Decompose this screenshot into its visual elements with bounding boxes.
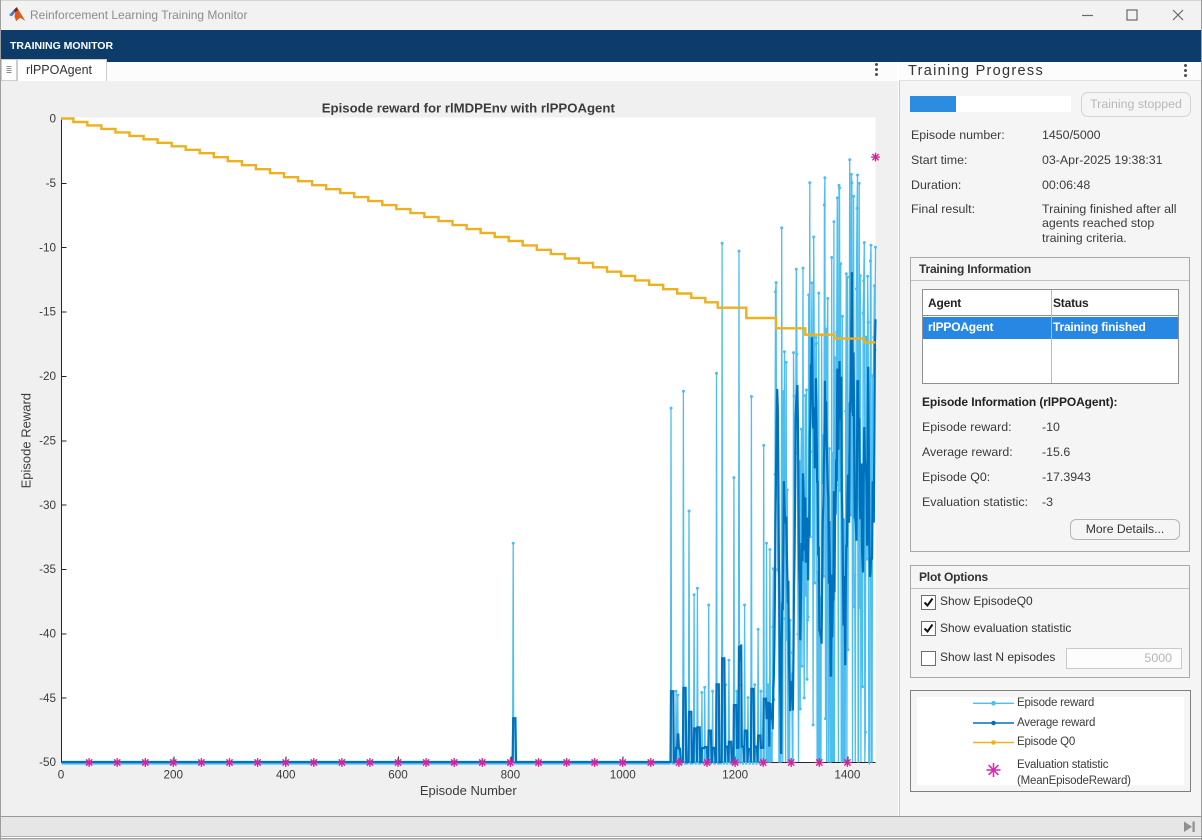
svg-text:-35: -35: [39, 563, 56, 576]
svg-text:400: 400: [276, 769, 296, 782]
svg-text:-25: -25: [39, 434, 56, 447]
svg-text:-20: -20: [39, 370, 56, 383]
svg-text:800: 800: [501, 769, 521, 782]
svg-text:-5: -5: [46, 177, 57, 190]
svg-text:Episode reward for rlMDPEnv wi: Episode reward for rlMDPEnv with rlPPOAg…: [322, 101, 616, 116]
svg-text:1000: 1000: [610, 769, 637, 782]
svg-text:-10: -10: [39, 241, 56, 254]
svg-text:-40: -40: [39, 628, 56, 641]
svg-text:1400: 1400: [834, 769, 861, 782]
svg-text:-30: -30: [39, 499, 56, 512]
svg-text:600: 600: [388, 769, 408, 782]
svg-text:0: 0: [58, 769, 65, 782]
svg-text:200: 200: [164, 769, 184, 782]
svg-text:1200: 1200: [722, 769, 749, 782]
svg-text:0: 0: [49, 113, 56, 126]
svg-text:-50: -50: [39, 756, 56, 769]
svg-text:-45: -45: [39, 692, 56, 705]
svg-text:Episode Number: Episode Number: [420, 783, 517, 798]
svg-text:Episode Reward: Episode Reward: [19, 393, 34, 488]
svg-text:-15: -15: [39, 306, 56, 319]
